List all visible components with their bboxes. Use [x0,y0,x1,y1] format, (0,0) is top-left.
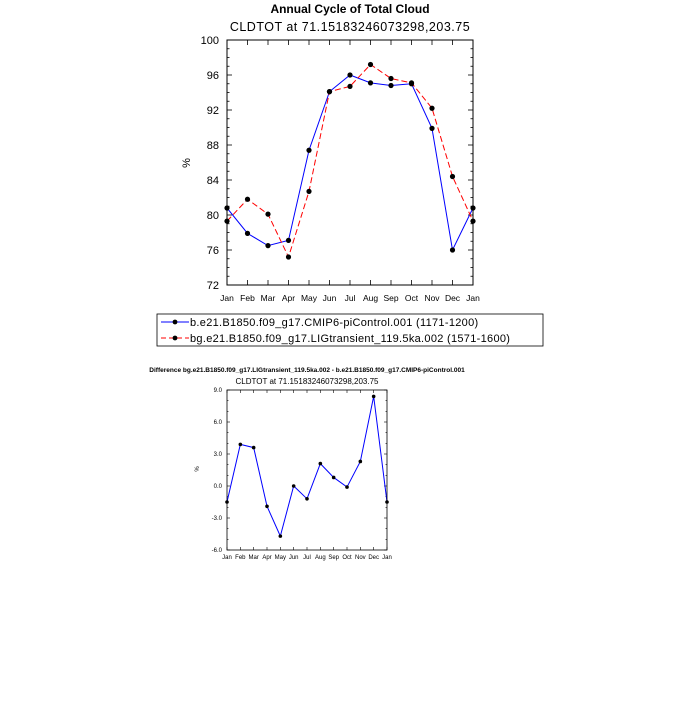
chart1-xtick-label: May [301,293,318,303]
chart2-xtick-label: Sep [328,555,339,561]
legend-label-series-2: bg.e21.B1850.f09_g17.LIGtransient_119.5k… [190,333,510,345]
chart2-xtick-label: Mar [248,555,258,561]
series-1-point [331,475,336,480]
chart1-ytick-label: 88 [207,140,219,152]
chart1-xtick-label: Mar [261,293,276,303]
chart2-ytick-label: -6.0 [212,548,223,554]
annual-cycle-chart: Annual Cycle of Total Cloud CLDTOT at 71… [181,2,480,303]
chart1-ylabel: % [181,158,193,168]
chart2-xtick-label: Jul [303,555,311,561]
legend-marker-series-2 [172,335,178,341]
series-1-point [371,394,376,399]
chart1-ytick-label: 76 [207,245,219,257]
chart2-xtick-label: Oct [342,555,352,561]
series-1-point [285,237,292,243]
chart1-ytick-label: 84 [207,175,219,187]
series-2-point [408,80,415,86]
series-line-1 [226,74,474,252]
chart1-title: Annual Cycle of Total Cloud [270,2,429,16]
series-1-point [265,504,269,509]
chart2-ytick-label: 3.0 [214,452,223,458]
chart2-ytick-label: 6.0 [214,420,223,426]
chart2-xtick-label: Jun [289,555,299,561]
chart2-ylabel: % [195,466,201,472]
chart1-xtick-label: Jun [323,293,337,303]
series-1-point [318,461,323,466]
chart2-ytick-label: -3.0 [212,516,223,522]
series-1-point [265,243,271,249]
series-line-2 [226,63,474,259]
chart1-xtick-label: Dec [445,293,461,303]
series-2-point [306,188,312,194]
series-1-point [278,534,283,538]
series-2-point [265,211,271,217]
series-1-point [347,72,353,78]
series-1-point [388,82,394,89]
chart1-plot-frame [226,39,474,286]
chart1-xtick-label: Jan [220,293,234,303]
series-1-point [449,247,456,253]
chart1-xtick-label: Feb [240,293,255,303]
chart1-xtick-label: Sep [383,293,398,303]
chart2-xtick-label: Dec [368,555,379,561]
series-2-point [367,61,374,68]
series-2-point [429,105,435,111]
chart2-plot-frame [226,389,388,551]
series-1-point [367,80,374,86]
series-1-point [238,442,243,447]
series-2-point [285,254,292,260]
difference-chart: Difference bg.e21.B1850.f09_g17.LIGtrans… [149,367,465,561]
series-1-point [305,497,309,501]
series-2-point [388,75,394,82]
chart1-xtick-label: Apr [282,293,295,303]
chart2-xtick-label: Apr [262,555,271,561]
chart2-xtick-label: Jan [382,555,392,561]
legend-label-series-1: b.e21.B1850.f09_g17.CMIP6-piControl.001 … [190,317,478,329]
chart1-ytick-label: 100 [201,35,219,47]
series-1-point [306,147,312,153]
chart1-legend: b.e21.B1850.f09_g17.CMIP6-piControl.001 … [156,313,544,347]
series-2-point [449,173,456,180]
series-1-point [251,445,256,450]
series-2-point [244,196,251,202]
chart1-ytick-label: 72 [207,280,219,292]
chart2-xtick-label: Feb [235,555,246,561]
chart1-xtick-label: Jul [345,293,356,303]
chart1-xtick-label: Oct [405,293,419,303]
chart2-xtick-label: Jan [222,555,232,561]
series-1-point [358,459,363,464]
chart2-title: Difference bg.e21.B1850.f09_g17.LIGtrans… [149,367,465,374]
legend-marker-series-1 [172,319,178,325]
chart1-xtick-label: Nov [424,293,440,303]
chart1-xtick-label: Aug [363,293,378,303]
series-2-point [347,83,353,89]
chart2-subtitle: CLDTOT at 71.15183246073298,203.75 [236,377,379,386]
chart2-ytick-label: 0.0 [214,484,223,490]
chart1-subtitle: CLDTOT at 71.15183246073298,203.75 [230,20,470,34]
series-1-point [345,485,349,489]
chart2-xtick-label: Nov [355,555,366,561]
legend-box [156,313,544,347]
chart1-ytick-label: 92 [207,105,219,117]
chart1-ytick-label: 80 [207,210,219,222]
chart2-xtick-label: Aug [315,555,326,561]
series-2-point [326,89,333,95]
series-1-point [244,230,251,236]
chart2-ytick-label: 9.0 [214,388,223,394]
chart2-xtick-label: May [275,555,286,561]
chart1-xtick-label: Jan [466,293,480,303]
series-1-point [429,125,435,131]
series-1-point [291,484,296,488]
chart1-ytick-label: 96 [207,70,219,82]
series-line-1 [226,396,388,538]
